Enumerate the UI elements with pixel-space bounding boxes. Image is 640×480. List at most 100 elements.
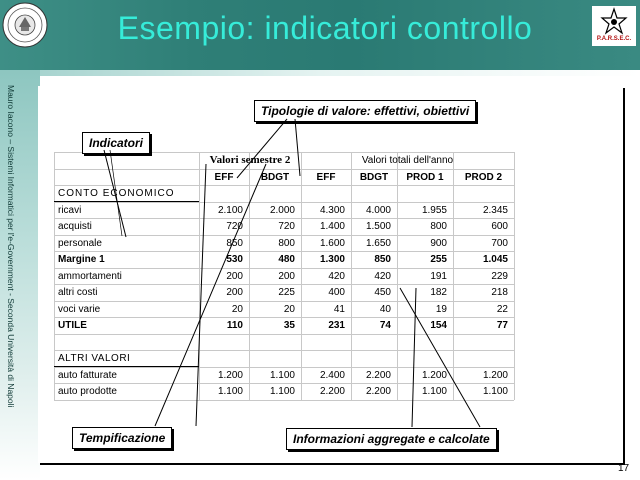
- table-cell: 2.345: [482, 204, 508, 216]
- table-cell: 2.200: [365, 386, 391, 397]
- table-cell: 1.300: [319, 254, 345, 265]
- row-label: Margine 1: [58, 254, 105, 265]
- table-cell: 2.200: [365, 369, 391, 381]
- section-underline: [54, 200, 199, 202]
- callout-indicatori: Indicatori: [82, 132, 151, 154]
- table-cell: 191: [430, 270, 447, 282]
- grid-line: [397, 152, 398, 400]
- table-cell: 255: [430, 254, 447, 265]
- row-label: auto fatturate: [58, 369, 117, 381]
- table-cell: 41: [333, 303, 345, 315]
- table-cell: 1.045: [482, 254, 508, 265]
- grid-line: [54, 399, 514, 401]
- table-cell: 800: [278, 237, 295, 249]
- table-cell: 850: [226, 237, 243, 249]
- grid-line: [351, 152, 352, 400]
- table-cell: 200: [226, 287, 243, 298]
- table-cell: 229: [491, 270, 508, 282]
- grid-line: [514, 152, 515, 400]
- table-cell: 720: [278, 221, 295, 232]
- table-cell: 20: [231, 303, 243, 315]
- grid-line: [54, 201, 514, 203]
- grid-line: [54, 218, 514, 219]
- table-cell: 182: [430, 287, 447, 298]
- sidebar-gradient: [0, 70, 40, 480]
- spreadsheet-table: Valori semestre 2 Valori totali dell'anno…: [54, 152, 515, 401]
- callout-tempificazione: Tempificazione: [72, 427, 173, 449]
- vertical-author-text: Mauro Iacono – Sistemi Informatici per l…: [2, 85, 20, 475]
- slide-title: Esempio: indicatori controllo: [117, 10, 533, 46]
- table-cell: 154: [430, 320, 447, 331]
- table-cell: 1.100: [217, 386, 243, 397]
- table-cell: 1.650: [365, 237, 391, 249]
- table-cell: 4.300: [319, 204, 345, 216]
- table-cell: 231: [328, 320, 345, 331]
- table-cell: 1.100: [269, 386, 295, 397]
- table-cell: 480: [278, 254, 295, 265]
- row-label: acquisti: [58, 221, 92, 232]
- table-cell: 1.500: [365, 221, 391, 232]
- group-header-semestre: Valori semestre 2: [209, 154, 291, 166]
- table-cell: 2.000: [269, 204, 295, 216]
- table-cell: 1.600: [319, 237, 345, 249]
- row-label: UTILE: [58, 320, 87, 331]
- table-cell: 2.100: [217, 204, 243, 216]
- row-label: ammortamenti: [58, 270, 122, 282]
- grid-line: [453, 152, 454, 400]
- section-altri-valori: ALTRI VALORI: [58, 353, 131, 364]
- table-cell: 600: [491, 221, 508, 232]
- table-cell: 420: [374, 270, 391, 282]
- row-label: altri costi: [58, 287, 98, 298]
- grid-line: [54, 152, 55, 400]
- grid-line: [54, 366, 514, 368]
- table-cell: 22: [496, 303, 508, 315]
- table-cell: 420: [328, 270, 345, 282]
- row-label: voci varie: [58, 303, 101, 315]
- group-header-anno: Valori totali dell'anno: [361, 155, 454, 166]
- column-header: PROD 1: [406, 171, 444, 183]
- table-cell: 1.200: [217, 369, 243, 381]
- table-cell: 900: [430, 237, 447, 249]
- grid-line: [54, 383, 514, 384]
- callout-informazioni: Informazioni aggregate e calcolate: [286, 428, 497, 450]
- grid-line: [54, 300, 514, 302]
- author-course-text: Mauro Iacono – Sistemi Informatici per l…: [6, 85, 16, 408]
- parsec-logo-icon: [600, 7, 628, 35]
- table-cell: 74: [379, 320, 391, 331]
- title-banner: [0, 0, 640, 70]
- table-cell: 20: [283, 303, 295, 315]
- section-conto-economico: CONTO ECONOMICO: [58, 188, 175, 199]
- section-underline: [54, 365, 199, 367]
- grid-line: [54, 333, 514, 335]
- table-cell: 2.400: [319, 369, 345, 381]
- table-cell: 4.000: [365, 204, 391, 216]
- table-cell: 218: [491, 287, 508, 298]
- table-cell: 110: [226, 320, 243, 331]
- table-cell: 800: [430, 221, 447, 232]
- table-cell: 2.200: [319, 386, 345, 397]
- column-header: BDGT: [359, 171, 389, 183]
- university-seal-icon: [2, 2, 48, 48]
- table-cell: 1.400: [319, 221, 345, 232]
- table-cell: 200: [278, 270, 295, 282]
- table-cell: 35: [283, 320, 295, 331]
- grid-line: [54, 185, 514, 186]
- page-number: 17: [618, 463, 630, 474]
- grid-line: [54, 267, 514, 269]
- table-cell: 1.200: [482, 369, 508, 381]
- column-header: PROD 2: [464, 171, 503, 183]
- table-cell: 225: [278, 287, 295, 298]
- grid-line: [54, 350, 514, 351]
- grid-line: [54, 284, 514, 285]
- column-header: EFF: [214, 171, 234, 183]
- grid-line: [54, 251, 514, 252]
- grid-line: [54, 234, 514, 236]
- row-label: ricavi: [58, 204, 82, 216]
- parsec-logo: P.A.R.S.E.C.: [592, 6, 636, 46]
- table-cell: 400: [328, 287, 345, 298]
- row-label: personale: [58, 237, 102, 249]
- table-cell: 1.955: [421, 204, 447, 216]
- banner-band: [0, 70, 640, 76]
- column-header: BDGT: [260, 171, 290, 183]
